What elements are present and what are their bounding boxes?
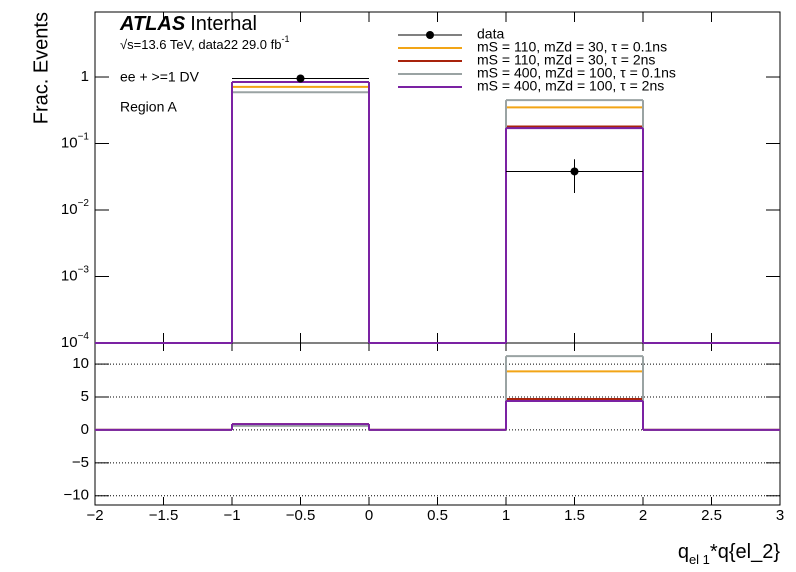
region-label: Region A	[120, 99, 177, 115]
legend-label: data	[477, 26, 504, 42]
atlas-label: ATLAS Internal	[119, 13, 257, 35]
y-axis-label: Frac. Events	[30, 12, 52, 124]
legend-label: mS = 110, mZd = 30, τ = 2ns	[477, 52, 655, 68]
data-point	[296, 74, 305, 83]
x-tick-label: 2	[639, 507, 647, 524]
tick-exponent: −3	[78, 264, 90, 275]
legend-marker	[426, 31, 434, 39]
tick-exponent: −2	[78, 198, 90, 209]
y-tick-label: 10	[72, 355, 89, 372]
tick-exponent: −1	[78, 131, 90, 142]
ratio-frame	[94, 342, 781, 506]
x-tick-label: 2.5	[701, 507, 722, 524]
x-tick-label: 0	[365, 507, 373, 524]
tick-exponent: −4	[78, 331, 90, 342]
y-tick-label: 10−4	[61, 331, 90, 351]
x-tick-label: 0.5	[427, 507, 448, 524]
tick-base: 10	[61, 334, 78, 351]
y-tick-label: 10−3	[61, 264, 90, 284]
legend-label: mS = 400, mZd = 100, τ = 0.1ns	[477, 65, 676, 81]
x-tick-label: 1	[502, 507, 510, 524]
y-tick-label: −10	[64, 487, 89, 504]
y-tick-label: 1	[81, 68, 89, 85]
data-point	[570, 167, 579, 176]
tick-base: 10	[61, 201, 78, 218]
y-tick-label: 10−2	[61, 198, 90, 218]
y-tick-label: 0	[81, 421, 89, 438]
x-tick-label: −0.5	[286, 507, 316, 524]
channel-label: ee + >=1 DV	[120, 69, 200, 85]
y-tick-label: −5	[72, 454, 89, 471]
y-tick-label: 5	[81, 388, 89, 405]
legend-label: mS = 110, mZd = 30, τ = 0.1ns	[477, 39, 667, 55]
energy-label: √s=13.6 TeV, data22 29.0 fb-1	[120, 34, 289, 52]
tick-base: 10	[61, 267, 78, 284]
x-tick-label: −2	[86, 507, 103, 524]
x-tick-label: 3	[776, 507, 784, 524]
x-tick-label: −1	[223, 507, 240, 524]
y-tick-label: 10−1	[61, 131, 90, 151]
x-tick-label: −1.5	[149, 507, 179, 524]
x-tick-label: 1.5	[564, 507, 585, 524]
x-axis-label: qel 1*q{el_2}	[678, 541, 780, 567]
legend-label: mS = 400, mZd = 100, τ = 2ns	[477, 78, 664, 94]
tick-base: 10	[61, 134, 78, 151]
